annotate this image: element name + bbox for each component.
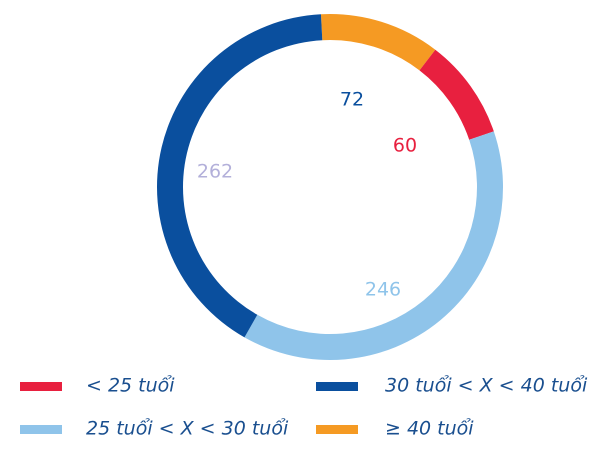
- value-label: 262: [197, 161, 233, 183]
- value-label: 72: [340, 89, 364, 111]
- legend-label: 25 tuổi < X < 30 tuổi: [86, 418, 289, 440]
- legend-swatch: [316, 382, 358, 391]
- value-label: 246: [365, 279, 401, 301]
- value-label: 60: [393, 135, 417, 157]
- legend-swatch: [316, 425, 358, 434]
- donut-segment: [244, 131, 504, 360]
- legend-label: ≥ 40 tuổi: [385, 418, 474, 440]
- donut-segment: [156, 14, 323, 338]
- donut-segment: [419, 49, 494, 140]
- donut-segment: [320, 14, 436, 71]
- legend-swatch: [20, 425, 62, 434]
- legend-label: 30 tuổi < X < 40 tuổi: [385, 375, 588, 397]
- legend-label: < 25 tuổi: [86, 375, 175, 397]
- legend-swatch: [20, 382, 62, 391]
